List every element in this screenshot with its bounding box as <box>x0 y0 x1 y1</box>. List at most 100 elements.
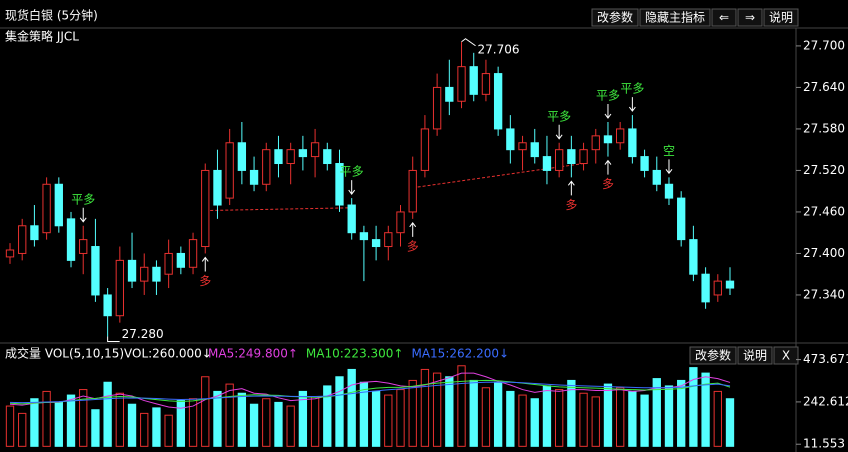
volume-bar <box>664 385 674 447</box>
candle-body <box>323 149 332 165</box>
candle-body <box>579 149 588 165</box>
volume-bar <box>54 401 63 447</box>
candle-body <box>66 218 76 261</box>
candle-body <box>42 183 51 234</box>
button-label[interactable]: 改参数 <box>597 10 633 25</box>
volume-bar <box>689 367 698 447</box>
volume-bar <box>274 401 283 447</box>
button-frame[interactable] <box>689 346 737 365</box>
button[interactable]: X <box>773 346 799 365</box>
candle-body <box>298 149 308 158</box>
button-label[interactable]: ⇒ <box>745 11 755 25</box>
candle-body <box>725 280 735 289</box>
volume-bar <box>652 378 661 447</box>
candle-body <box>530 142 539 158</box>
button-frame[interactable] <box>639 8 711 27</box>
candle-body <box>652 169 661 185</box>
volume-bar <box>408 379 417 447</box>
candle-body <box>677 197 686 241</box>
high-label: 27.706 <box>478 42 520 56</box>
volume-bar <box>335 376 344 447</box>
candle-body <box>5 249 15 258</box>
candle-body <box>335 163 344 206</box>
candle-body <box>164 252 173 275</box>
button[interactable]: 隐藏主指标 <box>639 8 711 27</box>
candle-body <box>347 204 356 234</box>
candle-body <box>213 169 222 206</box>
volume-bar <box>469 379 478 447</box>
volume-bar <box>567 379 576 447</box>
signal-arrow <box>567 180 575 196</box>
button-label[interactable]: 说明 <box>769 10 793 25</box>
y-tick-label: 473.671 <box>803 352 848 366</box>
signal-label: 多 <box>199 274 211 288</box>
candle-body <box>701 273 710 303</box>
y-tick-label: 27.640 <box>803 80 845 94</box>
button-label[interactable]: X <box>782 349 790 363</box>
signal-arrow <box>348 180 356 195</box>
y-tick-label: 27.580 <box>803 121 845 135</box>
volume-bar <box>384 394 393 447</box>
candle-body <box>554 149 564 171</box>
signal-label: 空 <box>663 144 675 158</box>
candle-body <box>310 142 320 158</box>
signal-label: 多 <box>407 239 419 253</box>
button-label[interactable]: ⇐ <box>719 11 729 25</box>
candle-body <box>140 266 149 282</box>
button[interactable]: 改参数 <box>689 346 737 365</box>
button-frame[interactable] <box>711 8 737 27</box>
candle-body <box>384 232 393 248</box>
volume-bar <box>420 368 430 447</box>
candle-body <box>371 239 381 248</box>
button-frame[interactable] <box>773 346 799 365</box>
candle-body <box>18 225 27 254</box>
signal-arrow <box>604 104 612 119</box>
ma-line <box>9 379 731 405</box>
legend-entry: MA10:223.300↑ <box>306 347 404 361</box>
candle-body <box>201 169 210 248</box>
volume-bar <box>176 400 186 447</box>
signal-label: 平多 <box>620 82 644 96</box>
y-tick-label: 242.612 <box>803 394 848 408</box>
volume-bar <box>298 390 308 447</box>
volume-bar <box>542 385 552 447</box>
candle-body <box>286 149 295 165</box>
low-label: 27.280 <box>122 327 164 341</box>
volume-bar <box>213 390 222 447</box>
signal-label: 平多 <box>340 165 364 179</box>
button[interactable]: ⇒ <box>737 8 763 27</box>
button-frame[interactable] <box>737 346 773 365</box>
candle-body <box>457 66 466 102</box>
volume-bar <box>188 398 198 447</box>
candle-body <box>713 280 722 296</box>
button-frame[interactable] <box>737 8 763 27</box>
y-tick-label: 27.400 <box>803 246 845 260</box>
volume-bar <box>103 381 112 447</box>
candle-body <box>445 86 454 102</box>
candle-body <box>237 142 247 171</box>
signal-arrow <box>555 124 563 140</box>
volume-bar <box>237 392 247 447</box>
button-label[interactable]: 说明 <box>743 348 767 363</box>
candle-body <box>542 156 552 171</box>
y-tick-label: 27.520 <box>803 163 845 177</box>
candle-body <box>103 294 112 317</box>
trendline <box>412 163 584 189</box>
button-label[interactable]: 隐藏主指标 <box>645 10 705 25</box>
volume-bar <box>18 412 27 447</box>
button-label[interactable]: 改参数 <box>695 348 731 363</box>
ma-line <box>9 372 731 409</box>
volume-bar <box>701 372 710 447</box>
button-frame[interactable] <box>763 8 799 27</box>
volume-bar <box>79 389 88 447</box>
button-frame[interactable] <box>591 8 639 27</box>
volume-bar <box>591 396 600 447</box>
button[interactable]: 说明 <box>737 346 773 365</box>
button[interactable]: ⇐ <box>711 8 737 27</box>
button[interactable]: 改参数 <box>591 8 639 27</box>
candle-body <box>188 239 198 268</box>
volume-bar <box>493 381 503 447</box>
button[interactable]: 说明 <box>763 8 799 27</box>
signal-label: 多 <box>565 198 577 212</box>
